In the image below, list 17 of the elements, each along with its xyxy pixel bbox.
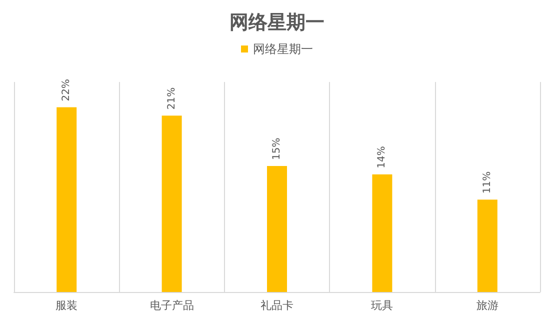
x-tick-label: 礼品卡 (260, 299, 294, 312)
data-label: 14% (376, 146, 388, 168)
data-label: 22% (61, 78, 72, 102)
x-tick-label: 玩具 (371, 299, 394, 312)
bar (477, 200, 498, 292)
bar (267, 166, 287, 292)
data-label: 15% (272, 138, 282, 160)
data-label: 21% (166, 87, 178, 110)
bar (162, 116, 182, 292)
x-tick-label: 电子产品 (150, 299, 194, 312)
chart-title: 网络星期一 (230, 12, 324, 34)
bar (56, 107, 77, 292)
bar (372, 174, 392, 292)
data-label: 11% (482, 171, 493, 194)
x-tick-label: 服装 (56, 299, 78, 312)
x-tick-label: 旅游 (476, 299, 498, 312)
legend-label: 网络星期一 (253, 42, 313, 56)
